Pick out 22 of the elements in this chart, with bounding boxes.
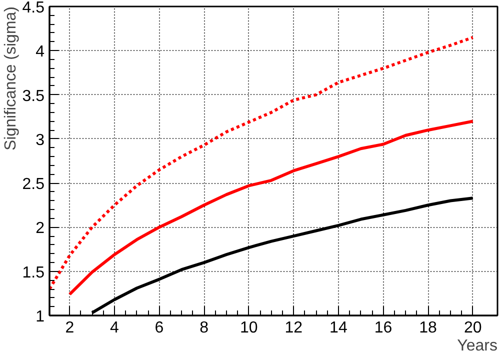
x-tick-label: 16 <box>374 320 392 336</box>
y-tick-label: 3.5 <box>22 88 45 105</box>
x-tick-label: 2 <box>65 320 74 336</box>
x-tick-label: 20 <box>464 320 482 336</box>
line-series <box>68 120 474 296</box>
y-tick-label: 1 <box>36 308 45 326</box>
x-tick-label: 18 <box>419 320 438 336</box>
x-tick-label: 6 <box>154 320 164 336</box>
x-tick-label: 14 <box>330 320 348 336</box>
x-tick-label: 12 <box>284 320 303 336</box>
x-tick-label: 10 <box>240 320 258 336</box>
y-tick-label: 3 <box>36 132 45 149</box>
x-tick-label: 8 <box>200 320 209 336</box>
y-tick-label: 1.5 <box>22 264 45 282</box>
y-tick-label: 4 <box>36 44 45 61</box>
y-tick-label: 2.5 <box>22 176 45 194</box>
y-tick-label: 4.5 <box>22 0 45 16</box>
line-series <box>50 36 474 291</box>
y-tick-label: 2 <box>36 220 45 238</box>
y-axis-title: Significance (sigma) <box>2 6 20 151</box>
x-tick-label: 4 <box>110 320 120 336</box>
x-axis-title: Years <box>457 338 498 354</box>
